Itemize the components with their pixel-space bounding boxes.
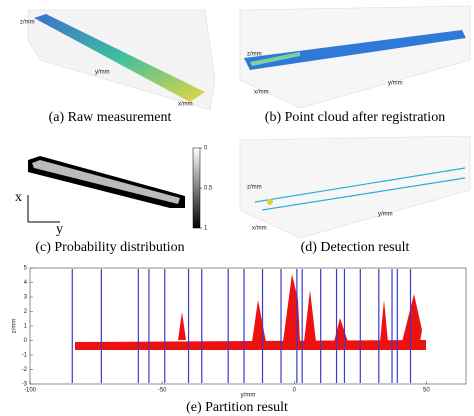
detection-line: [254, 167, 466, 203]
point-cluster: [402, 294, 422, 342]
caption: (e) Partition result: [186, 400, 288, 415]
probability-map: [32, 160, 180, 204]
panel-b: z/mm y/mm x/mm (b) Point cloud after reg…: [239, 5, 471, 125]
panel-a: z/mm y/mm x/mm (a) Raw measurement: [20, 9, 216, 125]
axes-box: [239, 135, 471, 239]
caption: (d) Detection result: [301, 240, 410, 255]
point-cloud: [250, 52, 300, 66]
panel-e: (e) Partition result y/mm z/mm: [12, 267, 467, 415]
axis-label: z/mm: [247, 52, 262, 58]
colorbar-tick-label: 1: [204, 226, 208, 232]
point-cloud: [244, 30, 466, 70]
y-tick-label: 3: [24, 295, 28, 301]
point-band: [75, 340, 426, 350]
y-tick-label: 1: [24, 324, 28, 330]
y-tick-label: 0: [24, 338, 28, 344]
panel-d: z/mm y/mm x/mm (d) Detection result: [239, 135, 471, 255]
x-tick-label: -100: [24, 388, 37, 394]
y-axis-label: z/mm: [12, 319, 18, 334]
y-tick-label: -3: [22, 382, 28, 388]
axis-label: x/mm: [254, 90, 269, 96]
caption: (b) Point cloud after registration: [265, 110, 445, 125]
x-tick-label: -50: [158, 388, 167, 394]
x-tick-label: 50: [423, 388, 430, 394]
point-cluster: [304, 290, 316, 342]
axis-label: x/mm: [252, 226, 267, 232]
y-tick-label: -1: [22, 353, 28, 359]
point-cluster: [178, 312, 186, 340]
panel-c: x y (c) Probability distribution: [15, 147, 201, 255]
colorbar-tick-label: 0: [204, 146, 208, 152]
point-cluster: [380, 300, 388, 342]
colorbar-tick-label: 0.5: [204, 186, 213, 192]
axis-label: y/mm: [388, 81, 403, 87]
point-cluster: [283, 274, 300, 342]
axes-box: [239, 5, 471, 109]
axis-label: x/mm: [178, 102, 193, 108]
caption: (a) Raw measurement: [49, 110, 172, 125]
y-tick-label: 2: [24, 309, 28, 315]
axis-label: y/mm: [378, 212, 393, 218]
axis-label: x: [15, 190, 22, 205]
axis-label: y/mm: [95, 70, 110, 76]
surface: [34, 14, 205, 102]
y-tick-label: 4: [24, 280, 28, 286]
x-axis-label: y/mm: [241, 393, 256, 399]
detection-line: [261, 177, 466, 211]
plot-frame: [29, 267, 467, 385]
caption: (c) Probability distribution: [35, 240, 184, 255]
y-tick-label: -2: [22, 367, 28, 373]
axis-label: y: [56, 222, 63, 237]
axis-label: z/mm: [247, 185, 262, 191]
colorbar: [192, 147, 201, 229]
detection-point: [267, 199, 273, 205]
points: [75, 274, 426, 350]
x-tick-label: 0: [293, 388, 297, 394]
axis-label: z/mm: [20, 20, 35, 26]
y-tick-label: 5: [24, 266, 28, 272]
